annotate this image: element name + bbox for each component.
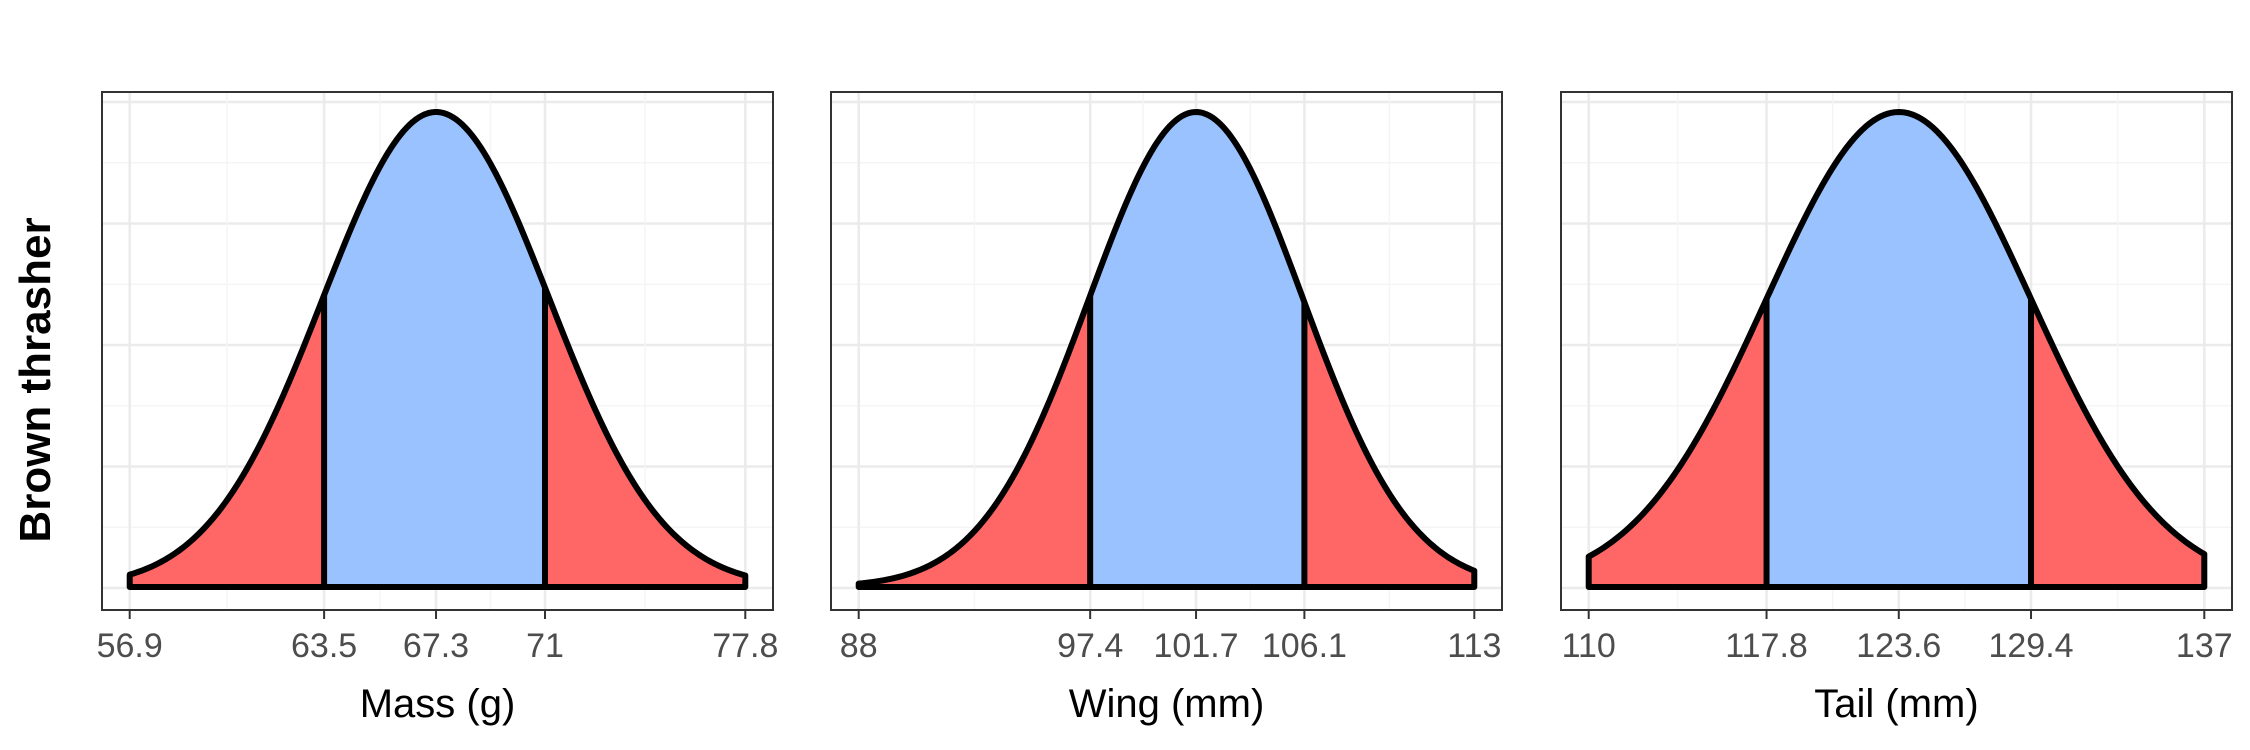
x-tick-label: 88 bbox=[840, 627, 878, 665]
panels: 56.9 63.5 67.3 71 77.8 Mass (g) 88 97.4 101.7 106… bbox=[97, 91, 2233, 726]
lower-tail-area bbox=[1588, 298, 1767, 587]
chart-panel-2: 88 97.4 101.7 106.1 113 Wing (mm) bbox=[830, 91, 1503, 726]
density-curve bbox=[855, 109, 1478, 590]
x-tick-label: 77.8 bbox=[712, 627, 778, 665]
x-tick-label: 71 bbox=[526, 627, 564, 665]
x-tick-label: 63.5 bbox=[291, 627, 357, 665]
central-interval-area bbox=[1766, 112, 2032, 587]
x-tick-label: 106.1 bbox=[1262, 627, 1347, 665]
x-tick-label: 110 bbox=[1562, 627, 1616, 665]
x-axis-title: Mass (g) bbox=[360, 682, 516, 726]
x-tick-label: 129.4 bbox=[1988, 627, 2073, 665]
x-tick-label: 123.6 bbox=[1856, 627, 1941, 665]
x-axis-title: Tail (mm) bbox=[1814, 682, 1978, 726]
x-tick-label: 137 bbox=[2176, 627, 2233, 665]
upper-tail-area bbox=[2031, 298, 2205, 587]
x-tick-label: 117.8 bbox=[1725, 627, 1808, 665]
x-tick-label: 113 bbox=[1447, 627, 1501, 665]
x-tick-label: 56.9 bbox=[97, 627, 163, 665]
row-label: Brown thrasher bbox=[11, 217, 60, 542]
upper-tail-area bbox=[545, 287, 746, 587]
x-tick-label: 101.7 bbox=[1154, 627, 1239, 665]
x-tick-label: 67.3 bbox=[403, 627, 469, 665]
lower-tail-area bbox=[129, 295, 325, 587]
density-curve bbox=[126, 109, 749, 590]
x-axis-title: Wing (mm) bbox=[1069, 682, 1265, 726]
upper-tail-area bbox=[1304, 302, 1475, 587]
x-tick-label: 97.4 bbox=[1057, 627, 1123, 665]
panel-border bbox=[830, 91, 1503, 611]
central-interval-area bbox=[1090, 112, 1305, 587]
panel-border bbox=[101, 91, 774, 611]
density-curve bbox=[1585, 109, 2208, 590]
lower-tail-area bbox=[858, 295, 1091, 587]
central-interval-area bbox=[324, 112, 546, 587]
chart-panel-1: 56.9 63.5 67.3 71 77.8 Mass (g) bbox=[97, 91, 778, 726]
chart-panel-3: 110 117.8 123.6 129.4 137 Tail (mm) bbox=[1560, 91, 2233, 726]
panel-border bbox=[1560, 91, 2233, 611]
